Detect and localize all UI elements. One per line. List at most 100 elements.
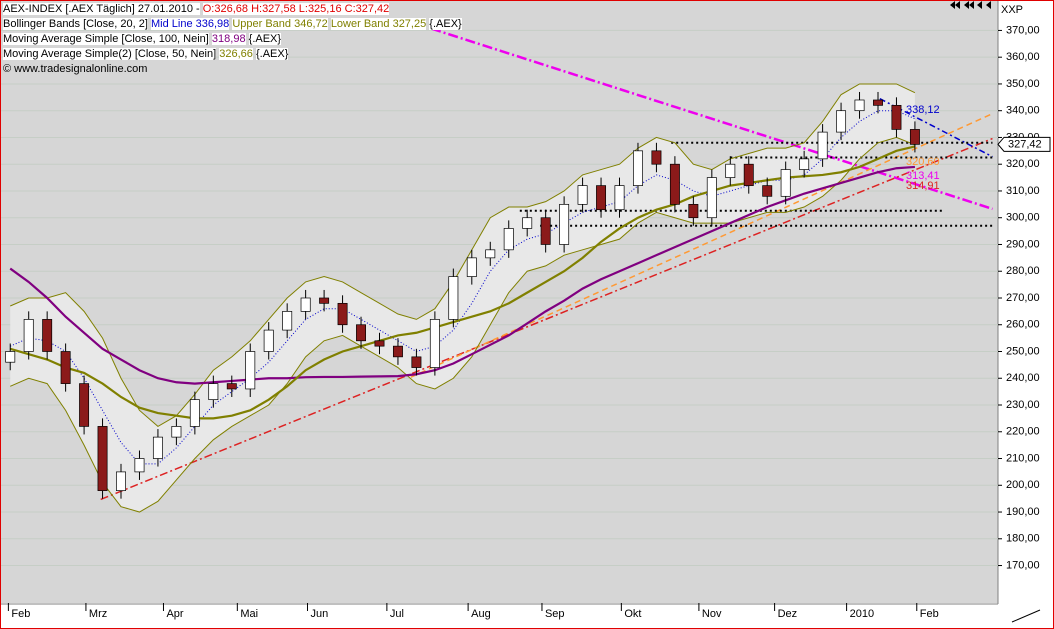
candle-body [873, 99, 883, 106]
x-tick-label: Jun [310, 608, 328, 620]
x-tick-label: Aug [471, 608, 491, 620]
header-row: © www.tradesignalonline.com [3, 62, 462, 77]
x-tick-label: Jul [390, 608, 404, 620]
y-tick-label: 180,00 [1006, 533, 1040, 545]
title: AEX-INDEX [.AEX Täglich] 27.01.2010 - [3, 3, 200, 15]
candle-body [245, 351, 256, 390]
candle-body [522, 217, 533, 229]
x-tick-label: Sep [545, 608, 565, 620]
x-tick-label: 2010 [850, 608, 874, 620]
candle-body [743, 163, 754, 186]
y-tick-label: 300,00 [1006, 212, 1040, 224]
candle-body [319, 297, 330, 304]
candle-body [171, 426, 182, 438]
indicator-line [10, 136, 916, 513]
candle-body [633, 150, 643, 186]
x-tick-label: Nov [702, 608, 722, 620]
header-row: Moving Average Simple [Close, 100, Nein]… [3, 32, 462, 47]
candle-body [208, 383, 219, 401]
corner-icon [1011, 609, 1041, 623]
candle-body [60, 351, 71, 384]
x-tick-label: Apr [166, 608, 183, 620]
candle-body [836, 110, 847, 133]
y-tick-label: 200,00 [1006, 479, 1040, 491]
nav-arrows[interactable] [950, 1, 991, 9]
candle-body [300, 297, 311, 312]
x-tick-label: Mai [240, 608, 258, 620]
y-tick-label: 170,00 [1006, 559, 1040, 571]
copyright: © www.tradesignalonline.com [3, 63, 148, 75]
legend-value: Mid Line 336,98 [150, 18, 230, 30]
last-price-box [997, 136, 1051, 152]
x-tick-label: Dez [778, 608, 798, 620]
x-tick-label: Feb [11, 608, 30, 620]
candle-body [503, 228, 514, 251]
trend-line [430, 27, 993, 211]
legend-value: Upper Band 346,72 [232, 18, 328, 30]
y-tick-label: 370,00 [1006, 24, 1040, 36]
candle-body [152, 436, 163, 459]
legend-suffix: {.AEX} [248, 33, 282, 45]
candle-body [540, 217, 551, 245]
y-tick-label: 320,00 [1006, 158, 1040, 170]
candle-body [392, 345, 403, 358]
candle-body [23, 319, 34, 352]
trend-label: 314,91 [906, 180, 940, 192]
title-values: O:326,68 H:327,58 L:325,16 C:327,42 [202, 3, 390, 15]
candle-body [762, 185, 773, 197]
candle-body [559, 203, 570, 245]
y-tick-label: 210,00 [1006, 452, 1040, 464]
candle-body [5, 351, 16, 363]
candle-body [725, 163, 736, 178]
x-tick-label: Okt [624, 608, 641, 620]
candle-body [429, 319, 440, 368]
legend-label: Moving Average Simple [Close, 100, Nein] [3, 33, 209, 45]
candle-body [466, 257, 477, 277]
legend-value: Lower Band 327,25 [330, 18, 427, 30]
header-row: Moving Average Simple(2) [Close, 50, Nei… [3, 47, 462, 62]
nav-buttons[interactable] [950, 1, 991, 9]
y-tick-label: 310,00 [1006, 185, 1040, 197]
candle-body [577, 185, 588, 205]
y-tick-label: 280,00 [1006, 265, 1040, 277]
candle-body [614, 185, 625, 211]
candle-body [42, 319, 53, 352]
candle-body [374, 340, 385, 347]
y-tick-label: 220,00 [1006, 426, 1040, 438]
candle-body [448, 276, 459, 320]
y-tick-label: 260,00 [1006, 319, 1040, 331]
candle-body [116, 471, 126, 491]
band-fill [10, 83, 915, 513]
candle-body [485, 249, 496, 259]
y-tick-label: 350,00 [1006, 78, 1040, 90]
candle-body [282, 311, 293, 331]
y-tick-label: 230,00 [1006, 399, 1040, 411]
candle-body [780, 169, 791, 197]
candle-body [226, 383, 237, 390]
legend-suffix: {.AEX} [429, 18, 462, 30]
candle-body [596, 185, 607, 211]
trend-label: 313,41 [906, 170, 940, 182]
candle-body [189, 399, 200, 427]
x-tick-label: Feb [920, 608, 939, 620]
trend-label: 338,12 [906, 104, 940, 116]
y-tick-label: 190,00 [1006, 506, 1040, 518]
candle-body [854, 99, 865, 112]
last-price-label: 327,42 [1008, 138, 1042, 150]
candle-body [411, 356, 422, 368]
indicator-line [9, 145, 916, 420]
legend-value: 318,98 [211, 33, 246, 45]
x-tick-label: Mrz [89, 608, 107, 620]
candle-body [909, 129, 920, 145]
candle-body [337, 302, 348, 326]
candle-body [134, 458, 145, 473]
y-tick-label: 340,00 [1006, 105, 1040, 117]
candle-body [97, 426, 108, 491]
candle-body [669, 163, 680, 205]
y-tick-label: 270,00 [1006, 292, 1040, 304]
candle-body [817, 131, 828, 160]
trend-label: 320,60 [906, 156, 940, 168]
header: AEX-INDEX [.AEX Täglich] 27.01.2010 - O:… [3, 2, 462, 77]
